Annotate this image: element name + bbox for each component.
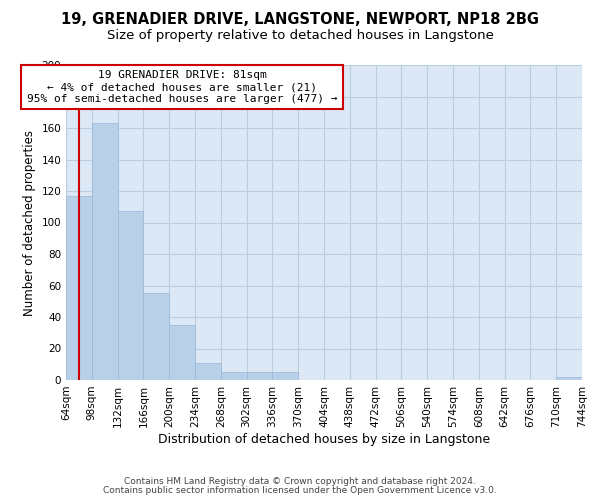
Text: Contains public sector information licensed under the Open Government Licence v3: Contains public sector information licen… — [103, 486, 497, 495]
Text: Contains HM Land Registry data © Crown copyright and database right 2024.: Contains HM Land Registry data © Crown c… — [124, 477, 476, 486]
Bar — [195, 362, 221, 380]
Y-axis label: Number of detached properties: Number of detached properties — [23, 130, 36, 316]
Bar — [556, 377, 582, 380]
Text: Size of property relative to detached houses in Langstone: Size of property relative to detached ho… — [107, 29, 493, 42]
Bar — [247, 372, 272, 380]
Bar — [221, 372, 247, 380]
Bar — [118, 212, 143, 380]
Bar — [143, 294, 169, 380]
Bar — [66, 196, 92, 380]
X-axis label: Distribution of detached houses by size in Langstone: Distribution of detached houses by size … — [158, 432, 490, 446]
Bar — [272, 372, 298, 380]
Text: 19 GRENADIER DRIVE: 81sqm
← 4% of detached houses are smaller (21)
95% of semi-d: 19 GRENADIER DRIVE: 81sqm ← 4% of detach… — [27, 70, 337, 104]
Bar — [92, 124, 118, 380]
Bar — [169, 325, 195, 380]
Text: 19, GRENADIER DRIVE, LANGSTONE, NEWPORT, NP18 2BG: 19, GRENADIER DRIVE, LANGSTONE, NEWPORT,… — [61, 12, 539, 28]
